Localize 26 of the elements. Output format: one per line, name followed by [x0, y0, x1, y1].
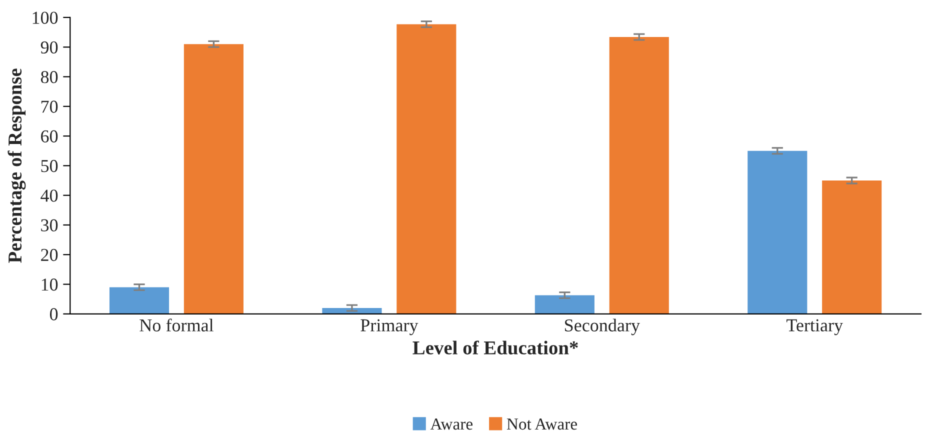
y-tick-label: 100 — [32, 12, 58, 24]
x-tick-label: Primary — [360, 319, 418, 336]
y-tick-label: 80 — [40, 70, 58, 84]
x-tick-label: Tertiary — [786, 319, 843, 336]
y-tick-label: 40 — [40, 190, 58, 202]
y-tick-label: 10 — [42, 278, 58, 291]
y-axis-title: Percentage of Response — [8, 68, 26, 263]
bar — [184, 44, 244, 314]
x-axis-title: Level of Education* — [412, 340, 578, 354]
y-tick-label: 0 — [50, 308, 58, 320]
bar — [609, 37, 669, 314]
x-tick-label: No formal — [140, 318, 214, 332]
y-tick-label: 60 — [41, 130, 58, 142]
legend-label: Not Aware — [506, 418, 577, 430]
bar — [822, 180, 882, 314]
bar — [748, 150, 808, 314]
y-tick-label: 70 — [41, 100, 58, 113]
legend-label: Aware — [430, 418, 473, 430]
y-tick-label: 90 — [40, 41, 58, 54]
y-tick-label: 50 — [41, 160, 58, 172]
x-tick-label: Secondary — [565, 318, 640, 336]
y-tick-label: 20 — [41, 248, 58, 262]
bar — [109, 287, 170, 314]
y-tick-label: 30 — [41, 219, 58, 232]
bar — [534, 295, 594, 314]
bar — [396, 24, 456, 314]
